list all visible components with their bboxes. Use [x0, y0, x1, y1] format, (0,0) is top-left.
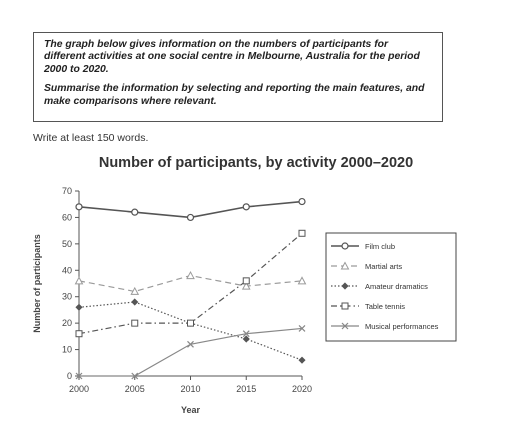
legend-label-musical-performances: Musical performances — [365, 322, 439, 331]
data-point-table-tennis — [242, 277, 250, 285]
data-point-amateur-dramatics — [298, 356, 306, 364]
y-tick-label: 10 — [62, 345, 72, 355]
y-tick-label: 70 — [62, 186, 72, 196]
legend-marker-amateur-dramatics — [341, 282, 349, 290]
data-point-film-club — [186, 213, 195, 222]
data-point-film-club — [131, 208, 139, 216]
x-tick-label: 2010 — [180, 384, 200, 394]
data-point-musical-performances — [75, 372, 83, 380]
x-tick-label: 2000 — [69, 384, 89, 394]
task-prompt-box: The graph below gives information on the… — [33, 32, 443, 122]
data-point-amateur-dramatics — [75, 303, 83, 311]
word-count-note: Write at least 150 words. — [33, 132, 149, 144]
data-point-martial-arts — [74, 276, 84, 285]
data-point-martial-arts — [241, 281, 251, 290]
prompt-instruction: Summarise the information by selecting a… — [44, 83, 425, 107]
legend-marker-musical-performances — [341, 322, 349, 330]
legend-label-film-club: Film club — [365, 242, 395, 251]
data-point-musical-performances — [298, 325, 306, 332]
y-tick-label: 40 — [62, 265, 72, 275]
prompt-description: The graph below gives information on the… — [44, 39, 420, 75]
y-tick-label: 0 — [67, 371, 72, 381]
x-axis-label: Year — [181, 405, 201, 415]
data-point-amateur-dramatics — [131, 298, 139, 306]
data-point-film-club — [75, 203, 83, 211]
legend-label-martial-arts: Martial arts — [365, 262, 402, 271]
y-axis-label: Number of participants — [32, 234, 42, 333]
legend-label-table-tennis: Table tennis — [365, 302, 405, 311]
legend-marker-martial-arts — [340, 261, 350, 270]
data-point-martial-arts — [130, 286, 140, 295]
data-point-table-tennis — [187, 319, 194, 327]
data-point-film-club — [298, 197, 306, 206]
legend-label-amateur-dramatics: Amateur dramatics — [365, 282, 428, 291]
x-tick-label: 2020 — [292, 384, 312, 394]
chart-title: Number of participants, by activity 2000… — [98, 155, 414, 171]
x-tick-label: 2015 — [236, 384, 256, 394]
data-point-table-tennis — [298, 229, 306, 237]
data-point-table-tennis — [75, 330, 83, 338]
data-point-musical-performances — [131, 372, 139, 380]
data-point-amateur-dramatics — [242, 335, 250, 343]
data-point-film-club — [242, 203, 250, 211]
data-point-martial-arts — [186, 271, 195, 280]
y-tick-label: 60 — [62, 212, 72, 222]
data-point-table-tennis — [131, 319, 139, 327]
data-point-martial-arts — [297, 276, 307, 285]
y-tick-label: 20 — [62, 318, 72, 328]
data-point-musical-performances — [242, 330, 250, 338]
legend-marker-table-tennis — [341, 302, 349, 310]
series-line-musical-performances — [79, 327, 303, 377]
x-tick-label: 2005 — [125, 384, 145, 394]
y-tick-label: 30 — [62, 292, 72, 302]
y-tick-label: 50 — [62, 239, 72, 249]
legend-marker-film-club — [341, 242, 349, 250]
data-point-musical-performances — [187, 340, 194, 348]
